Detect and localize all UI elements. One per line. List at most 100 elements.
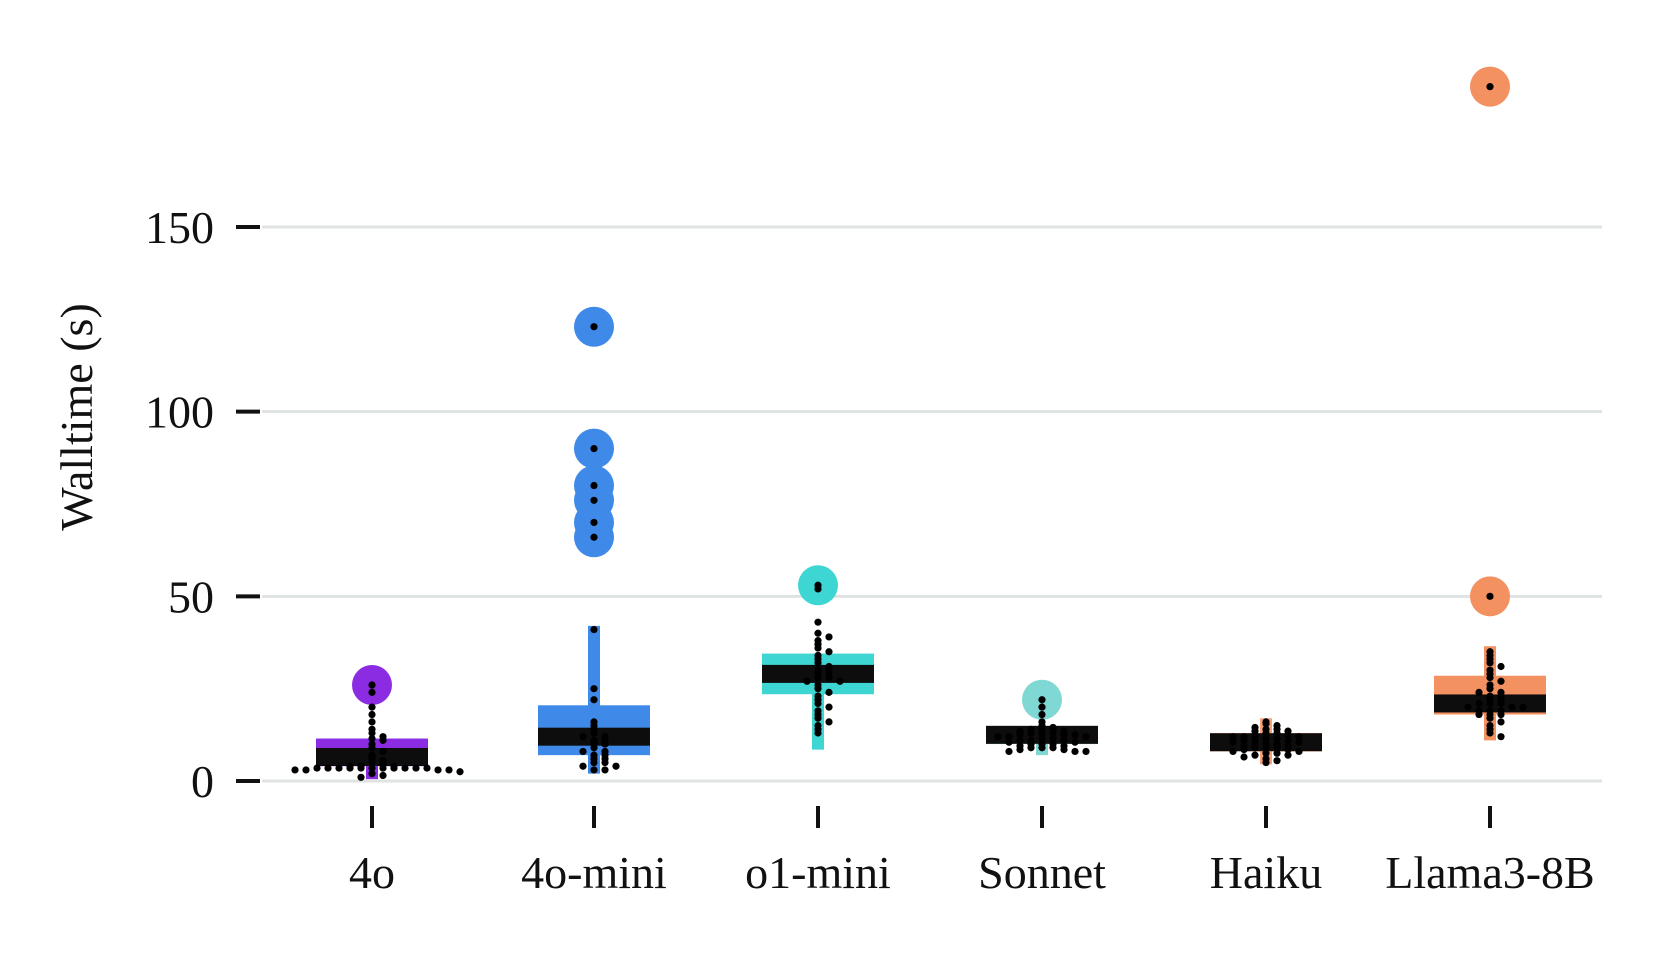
data-point-1-0 — [590, 323, 598, 331]
data-point-2-20 — [836, 677, 844, 685]
data-point-0-1 — [368, 688, 376, 696]
data-point-1-3 — [590, 496, 598, 504]
data-point-2-34 — [814, 729, 822, 737]
data-point-5-31 — [1486, 714, 1494, 722]
data-point-3-35 — [1060, 746, 1068, 754]
data-point-5-23 — [1464, 703, 1472, 711]
data-point-3-24 — [1016, 736, 1024, 744]
data-point-3-18 — [1082, 733, 1090, 741]
data-point-2-26 — [814, 699, 822, 708]
data-point-3-15 — [1016, 731, 1024, 739]
data-point-4-34 — [1262, 749, 1270, 757]
data-point-0-36 — [456, 768, 464, 776]
data-point-4-15 — [1262, 734, 1270, 743]
data-point-5-19 — [1486, 699, 1494, 708]
x-tick-label-0: 4o — [349, 847, 395, 898]
data-point-0-12 — [379, 747, 387, 756]
data-point-0-11 — [368, 744, 376, 752]
data-point-3-39 — [1082, 747, 1090, 756]
data-point-1-6 — [590, 625, 598, 634]
data-point-5-10 — [1497, 677, 1505, 685]
data-point-0-35 — [291, 766, 299, 774]
x-tick-label-4: Haiku — [1210, 847, 1322, 898]
data-point-2-22 — [814, 685, 822, 693]
data-point-4-20 — [1295, 738, 1303, 746]
data-point-3-38 — [1005, 747, 1013, 756]
x-tick-label-1: 4o-mini — [521, 847, 667, 898]
data-point-1-8 — [590, 696, 598, 704]
x-tick-label-5: Llama3-8B — [1385, 847, 1595, 898]
data-point-1-21 — [579, 747, 587, 756]
boxes — [316, 66, 1546, 780]
data-point-1-14 — [579, 733, 587, 741]
y-tick-label-100: 100 — [145, 387, 214, 438]
data-point-2-3 — [814, 629, 822, 637]
data-point-4-13 — [1295, 733, 1303, 741]
data-point-5-21 — [1475, 699, 1483, 708]
data-point-3-11 — [1038, 729, 1046, 737]
data-point-3-1 — [1038, 703, 1046, 711]
data-point-2-8 — [825, 648, 833, 656]
data-point-0-31 — [313, 764, 321, 772]
data-point-2-23 — [825, 688, 833, 696]
data-point-4-35 — [1273, 749, 1281, 757]
data-point-2-17 — [814, 673, 822, 682]
data-point-5-9 — [1486, 673, 1494, 682]
data-point-4-18 — [1284, 736, 1292, 744]
y-tick-label-50: 50 — [168, 571, 214, 622]
data-point-0-37 — [368, 770, 376, 778]
data-point-0-3 — [368, 710, 376, 719]
data-point-4-31 — [1240, 746, 1248, 754]
data-point-3-25 — [1071, 738, 1079, 746]
data-point-2-7 — [814, 644, 822, 652]
data-point-0-23 — [357, 764, 365, 772]
data-point-4-40 — [1273, 757, 1281, 765]
data-point-3-33 — [1049, 744, 1057, 752]
data-point-4-10 — [1251, 731, 1259, 739]
data-point-2-27 — [825, 703, 833, 711]
data-point-1-26 — [590, 758, 598, 767]
data-point-0-26 — [401, 764, 409, 772]
data-point-0-0 — [368, 681, 376, 689]
data-point-0-9 — [379, 736, 387, 744]
data-point-3-34 — [1027, 744, 1035, 752]
data-points — [291, 83, 1527, 781]
data-point-3-23 — [1060, 736, 1068, 744]
data-point-4-14 — [1229, 733, 1237, 741]
data-point-1-31 — [601, 766, 609, 774]
data-point-1-30 — [590, 766, 598, 774]
data-point-1-19 — [590, 744, 598, 752]
data-point-5-24 — [1519, 703, 1527, 711]
data-point-0-16 — [368, 758, 376, 767]
data-point-2-1 — [814, 585, 822, 593]
data-point-1-2 — [590, 481, 598, 490]
data-point-3-36 — [1016, 746, 1024, 754]
data-point-1-12 — [590, 729, 598, 737]
data-point-4-29 — [1251, 744, 1259, 752]
data-point-4-28 — [1273, 744, 1281, 752]
data-point-5-36 — [1497, 733, 1505, 741]
data-point-3-2 — [1038, 710, 1046, 719]
data-point-2-30 — [814, 714, 822, 722]
y-tick-label-150: 150 — [145, 202, 214, 253]
data-point-0-2 — [368, 703, 376, 711]
data-point-5-32 — [1497, 718, 1505, 726]
data-point-4-30 — [1284, 746, 1292, 754]
y-axis-title: Walltime (s) — [51, 303, 102, 531]
data-point-2-11 — [814, 659, 822, 667]
data-point-1-4 — [590, 518, 598, 527]
data-point-4-19 — [1240, 736, 1248, 744]
data-point-0-24 — [390, 764, 398, 772]
data-point-0-25 — [346, 764, 354, 772]
data-point-0-22 — [379, 764, 387, 772]
data-point-0-33 — [302, 766, 310, 774]
data-point-5-5 — [1486, 659, 1494, 667]
x-tick-label-2: o1-mini — [745, 847, 891, 898]
data-point-4-27 — [1262, 744, 1270, 752]
y-tick-label-0: 0 — [191, 756, 214, 807]
data-point-3-32 — [1038, 744, 1046, 752]
data-point-2-31 — [825, 718, 833, 726]
data-point-2-18 — [825, 673, 833, 682]
data-point-3-0 — [1038, 696, 1046, 704]
y-axis: 0 50 100 150 — [145, 202, 260, 807]
